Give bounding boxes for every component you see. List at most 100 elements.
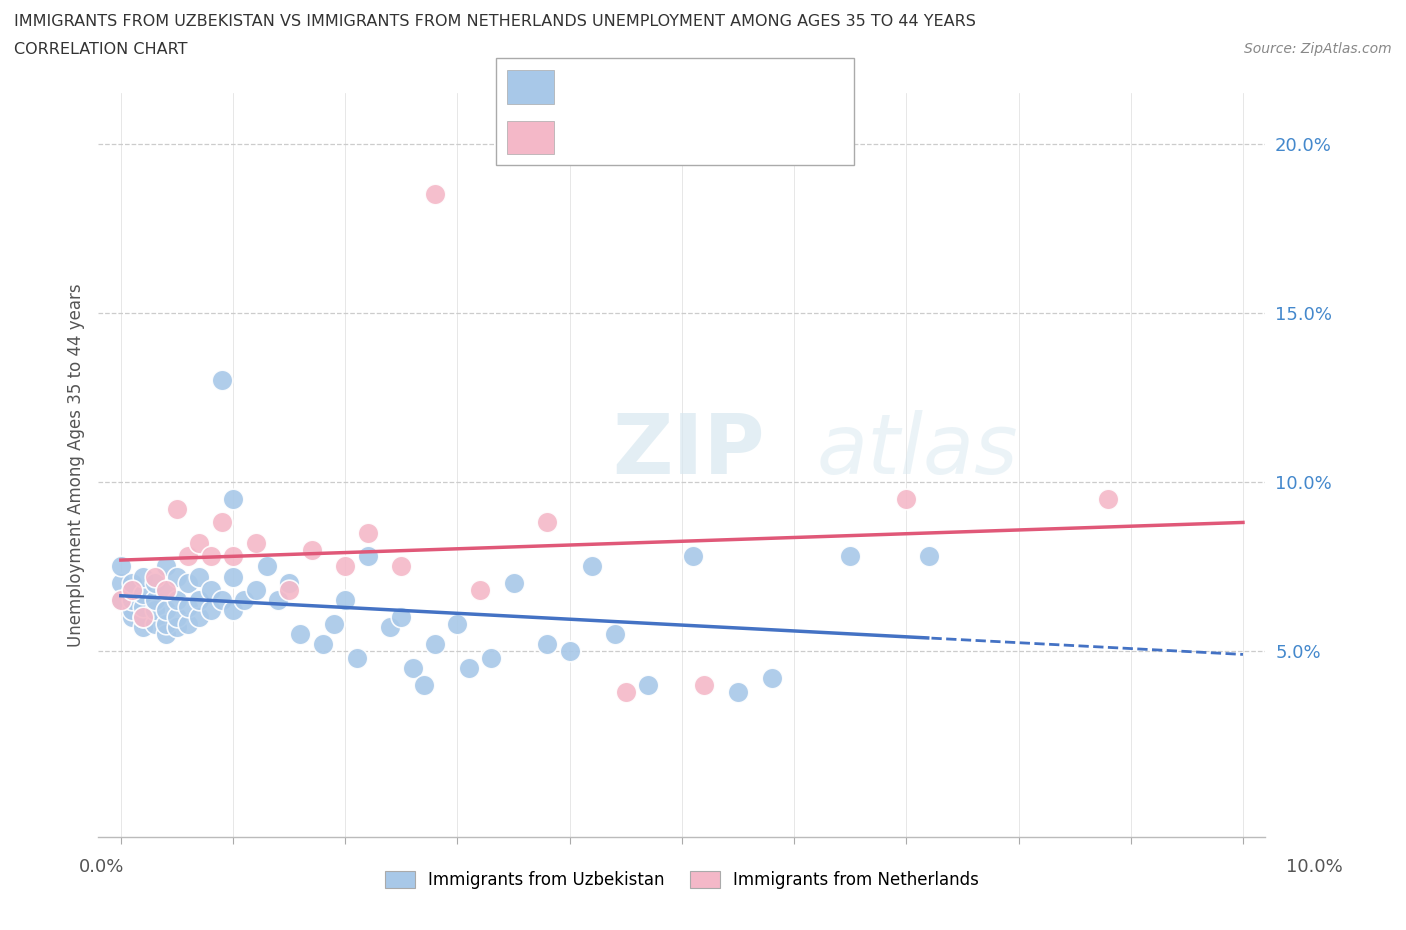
Point bbox=[200, 549, 222, 564]
Point bbox=[166, 620, 188, 635]
Point bbox=[536, 515, 558, 530]
Point bbox=[357, 549, 380, 564]
Point bbox=[200, 603, 222, 618]
Point bbox=[155, 603, 177, 618]
Point bbox=[177, 576, 200, 591]
Point bbox=[166, 592, 188, 607]
Point bbox=[245, 536, 267, 551]
Text: R = 0.076: R = 0.076 bbox=[569, 78, 666, 96]
Point bbox=[166, 569, 188, 584]
Point bbox=[166, 610, 188, 625]
Text: N = 69: N = 69 bbox=[723, 78, 790, 96]
Point bbox=[110, 576, 132, 591]
Legend: Immigrants from Uzbekistan, Immigrants from Netherlands: Immigrants from Uzbekistan, Immigrants f… bbox=[378, 864, 986, 896]
Point bbox=[132, 610, 155, 625]
Point bbox=[143, 592, 166, 607]
Point bbox=[693, 677, 716, 692]
Point bbox=[211, 373, 233, 388]
Text: Source: ZipAtlas.com: Source: ZipAtlas.com bbox=[1244, 42, 1392, 56]
Point bbox=[143, 603, 166, 618]
Point bbox=[446, 617, 468, 631]
Point bbox=[267, 592, 290, 607]
Point bbox=[301, 542, 323, 557]
Point bbox=[839, 549, 862, 564]
Point bbox=[423, 187, 446, 202]
FancyBboxPatch shape bbox=[496, 58, 853, 166]
Point bbox=[155, 583, 177, 598]
Point bbox=[177, 549, 200, 564]
Text: 0.0%: 0.0% bbox=[79, 858, 124, 876]
Text: 10.0%: 10.0% bbox=[1286, 858, 1343, 876]
Point bbox=[278, 583, 301, 598]
Point bbox=[761, 671, 783, 685]
Point bbox=[110, 592, 132, 607]
Point bbox=[389, 610, 412, 625]
Text: ZIP: ZIP bbox=[612, 409, 765, 491]
Point bbox=[896, 491, 918, 506]
Point bbox=[143, 617, 166, 631]
Point bbox=[121, 583, 143, 598]
Point bbox=[502, 576, 524, 591]
Point bbox=[233, 592, 256, 607]
Point bbox=[222, 569, 245, 584]
Point bbox=[121, 610, 143, 625]
Point bbox=[335, 592, 357, 607]
Point bbox=[143, 569, 166, 584]
Point bbox=[121, 603, 143, 618]
Point bbox=[222, 549, 245, 564]
Point bbox=[918, 549, 941, 564]
Point bbox=[346, 650, 368, 665]
Point bbox=[121, 592, 143, 607]
Point bbox=[222, 491, 245, 506]
Point bbox=[177, 600, 200, 615]
Point bbox=[155, 627, 177, 642]
Y-axis label: Unemployment Among Ages 35 to 44 years: Unemployment Among Ages 35 to 44 years bbox=[66, 284, 84, 646]
Point bbox=[132, 610, 155, 625]
Point bbox=[166, 501, 188, 516]
Point bbox=[155, 559, 177, 574]
Point bbox=[200, 583, 222, 598]
Point bbox=[727, 684, 749, 699]
Point bbox=[389, 559, 412, 574]
Point bbox=[637, 677, 659, 692]
Point bbox=[222, 603, 245, 618]
Point bbox=[110, 559, 132, 574]
Point bbox=[312, 637, 335, 652]
Point bbox=[290, 627, 312, 642]
Point bbox=[536, 637, 558, 652]
Point bbox=[401, 660, 423, 675]
Point bbox=[256, 559, 278, 574]
Text: IMMIGRANTS FROM UZBEKISTAN VS IMMIGRANTS FROM NETHERLANDS UNEMPLOYMENT AMONG AGE: IMMIGRANTS FROM UZBEKISTAN VS IMMIGRANTS… bbox=[14, 14, 976, 29]
Point bbox=[155, 617, 177, 631]
Point bbox=[682, 549, 704, 564]
Point bbox=[357, 525, 380, 540]
Point bbox=[211, 515, 233, 530]
Point bbox=[412, 677, 434, 692]
Point bbox=[457, 660, 479, 675]
FancyBboxPatch shape bbox=[506, 121, 554, 154]
Point bbox=[132, 586, 155, 601]
Point bbox=[121, 576, 143, 591]
Point bbox=[143, 576, 166, 591]
Point bbox=[121, 583, 143, 598]
Point bbox=[603, 627, 626, 642]
Point bbox=[155, 583, 177, 598]
Point bbox=[1097, 491, 1119, 506]
Point bbox=[468, 583, 491, 598]
Point bbox=[479, 650, 502, 665]
Point bbox=[211, 592, 233, 607]
Point bbox=[423, 637, 446, 652]
Point bbox=[132, 600, 155, 615]
Text: atlas: atlas bbox=[815, 409, 1018, 491]
Point bbox=[110, 592, 132, 607]
Point bbox=[188, 569, 211, 584]
FancyBboxPatch shape bbox=[506, 71, 554, 104]
Text: CORRELATION CHART: CORRELATION CHART bbox=[14, 42, 187, 57]
Point bbox=[278, 576, 301, 591]
Point bbox=[558, 644, 581, 658]
Point bbox=[335, 559, 357, 574]
Point bbox=[188, 610, 211, 625]
Point bbox=[188, 592, 211, 607]
Point bbox=[323, 617, 346, 631]
Point bbox=[188, 536, 211, 551]
